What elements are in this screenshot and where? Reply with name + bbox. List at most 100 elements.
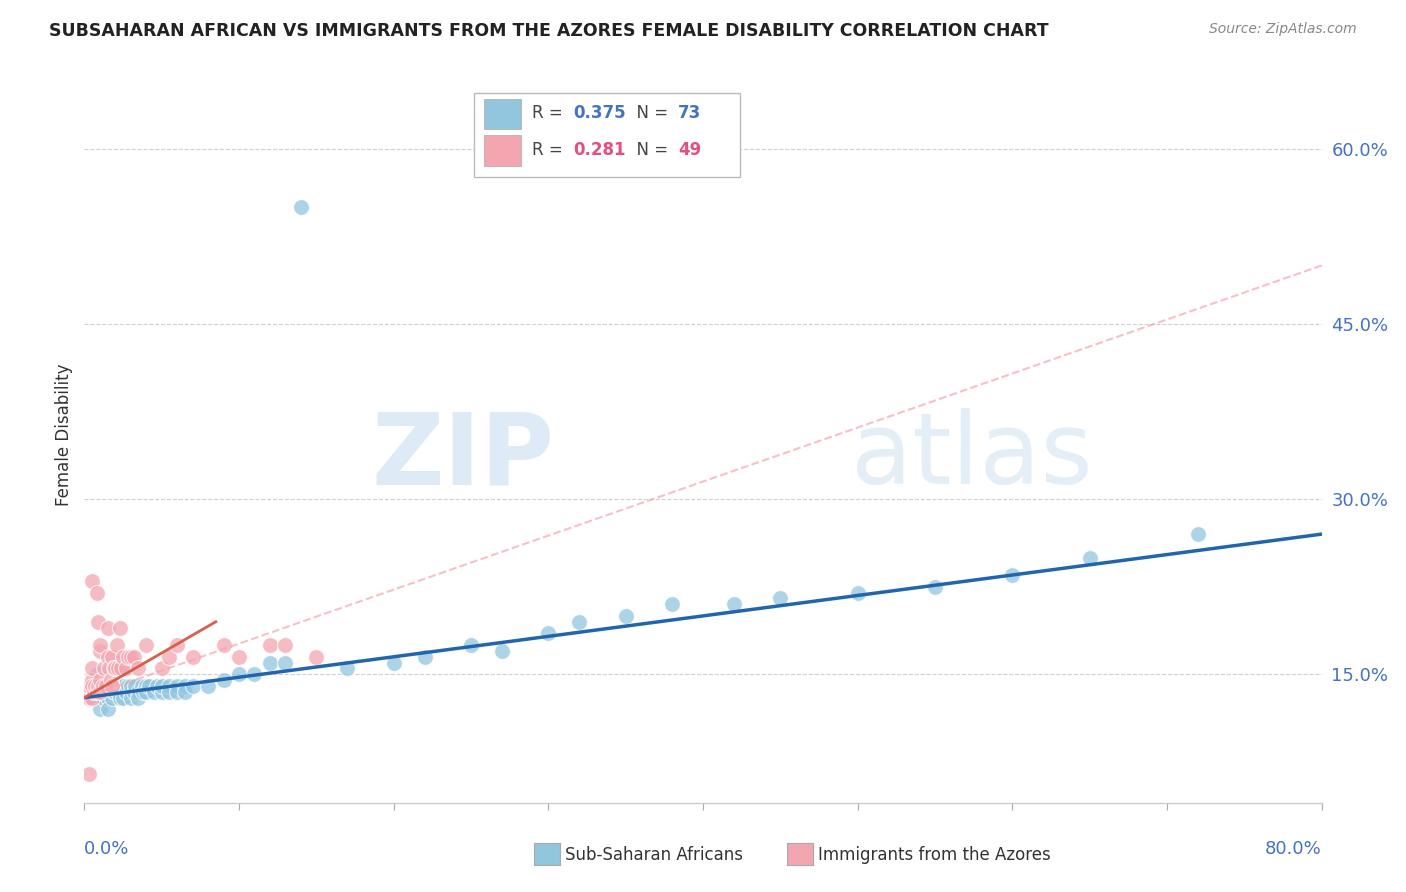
Point — [336, 661, 359, 675]
Point — [77, 690, 100, 705]
Point — [127, 661, 149, 675]
Text: atlas: atlas — [852, 409, 1092, 506]
Point — [96, 690, 118, 705]
Text: SUBSAHARAN AFRICAN VS IMMIGRANTS FROM THE AZORES FEMALE DISABILITY CORRELATION C: SUBSAHARAN AFRICAN VS IMMIGRANTS FROM TH… — [49, 22, 1049, 40]
Point — [122, 649, 145, 664]
Point — [107, 661, 129, 675]
Point — [96, 685, 118, 699]
Point — [100, 679, 122, 693]
Point — [112, 685, 135, 699]
Point — [846, 585, 869, 599]
Bar — [484, 98, 522, 129]
Point — [120, 685, 142, 699]
Point — [103, 685, 125, 699]
Point — [723, 597, 745, 611]
Point — [98, 661, 121, 675]
Point — [212, 673, 235, 688]
Point — [181, 649, 204, 664]
Point — [150, 679, 173, 693]
Point — [150, 661, 173, 675]
Point — [100, 673, 122, 688]
Point — [77, 679, 100, 693]
Point — [135, 638, 157, 652]
Point — [87, 615, 110, 629]
Point — [89, 690, 111, 705]
Point — [117, 649, 139, 664]
Point — [105, 638, 128, 652]
Point — [82, 673, 104, 688]
Point — [568, 615, 591, 629]
Point — [132, 685, 155, 699]
Point — [96, 621, 118, 635]
Text: ZIP: ZIP — [371, 409, 554, 506]
Point — [166, 679, 188, 693]
Point — [212, 638, 235, 652]
Point — [274, 638, 297, 652]
Point — [89, 673, 111, 688]
Point — [491, 644, 513, 658]
Point — [290, 200, 312, 214]
Point — [166, 685, 188, 699]
Point — [274, 656, 297, 670]
Point — [84, 679, 107, 693]
Point — [1078, 550, 1101, 565]
Point — [259, 656, 281, 670]
Point — [146, 679, 169, 693]
Point — [228, 667, 250, 681]
Point — [769, 591, 792, 606]
Point — [159, 649, 180, 664]
Point — [382, 656, 405, 670]
Point — [108, 690, 131, 705]
Point — [110, 661, 132, 675]
Text: N =: N = — [626, 104, 673, 122]
Text: R =: R = — [533, 141, 568, 159]
Point — [924, 580, 946, 594]
Point — [1001, 568, 1024, 582]
Point — [1187, 527, 1209, 541]
Point — [305, 649, 328, 664]
Point — [93, 661, 115, 675]
Point — [82, 661, 104, 675]
Point — [104, 661, 127, 675]
Point — [96, 690, 118, 705]
Text: 80.0%: 80.0% — [1265, 839, 1322, 857]
Point — [103, 661, 125, 675]
Point — [82, 574, 104, 588]
Point — [243, 667, 266, 681]
Text: 49: 49 — [678, 141, 702, 159]
Point — [94, 679, 117, 693]
Point — [159, 685, 180, 699]
Point — [150, 685, 173, 699]
Point — [82, 690, 104, 705]
Point — [83, 685, 105, 699]
Point — [166, 638, 188, 652]
Text: 0.281: 0.281 — [574, 141, 626, 159]
FancyBboxPatch shape — [474, 93, 740, 178]
Point — [115, 661, 138, 675]
Point — [124, 679, 146, 693]
Point — [89, 644, 111, 658]
Point — [131, 679, 153, 693]
Point — [120, 679, 142, 693]
Point — [96, 679, 118, 693]
Point — [82, 690, 104, 705]
Point — [87, 690, 110, 705]
Point — [82, 679, 104, 693]
Point — [135, 679, 157, 693]
Point — [101, 690, 124, 705]
Point — [127, 685, 149, 699]
Text: Immigrants from the Azores: Immigrants from the Azores — [818, 846, 1052, 863]
Point — [89, 638, 111, 652]
Point — [93, 679, 115, 693]
Y-axis label: Female Disability: Female Disability — [55, 364, 73, 506]
Point — [174, 679, 197, 693]
Point — [197, 679, 219, 693]
Point — [117, 679, 139, 693]
Point — [89, 685, 111, 699]
Text: 0.0%: 0.0% — [84, 839, 129, 857]
Text: 73: 73 — [678, 104, 702, 122]
Point — [96, 649, 118, 664]
Bar — [484, 136, 522, 166]
Point — [86, 585, 108, 599]
Point — [91, 690, 114, 705]
